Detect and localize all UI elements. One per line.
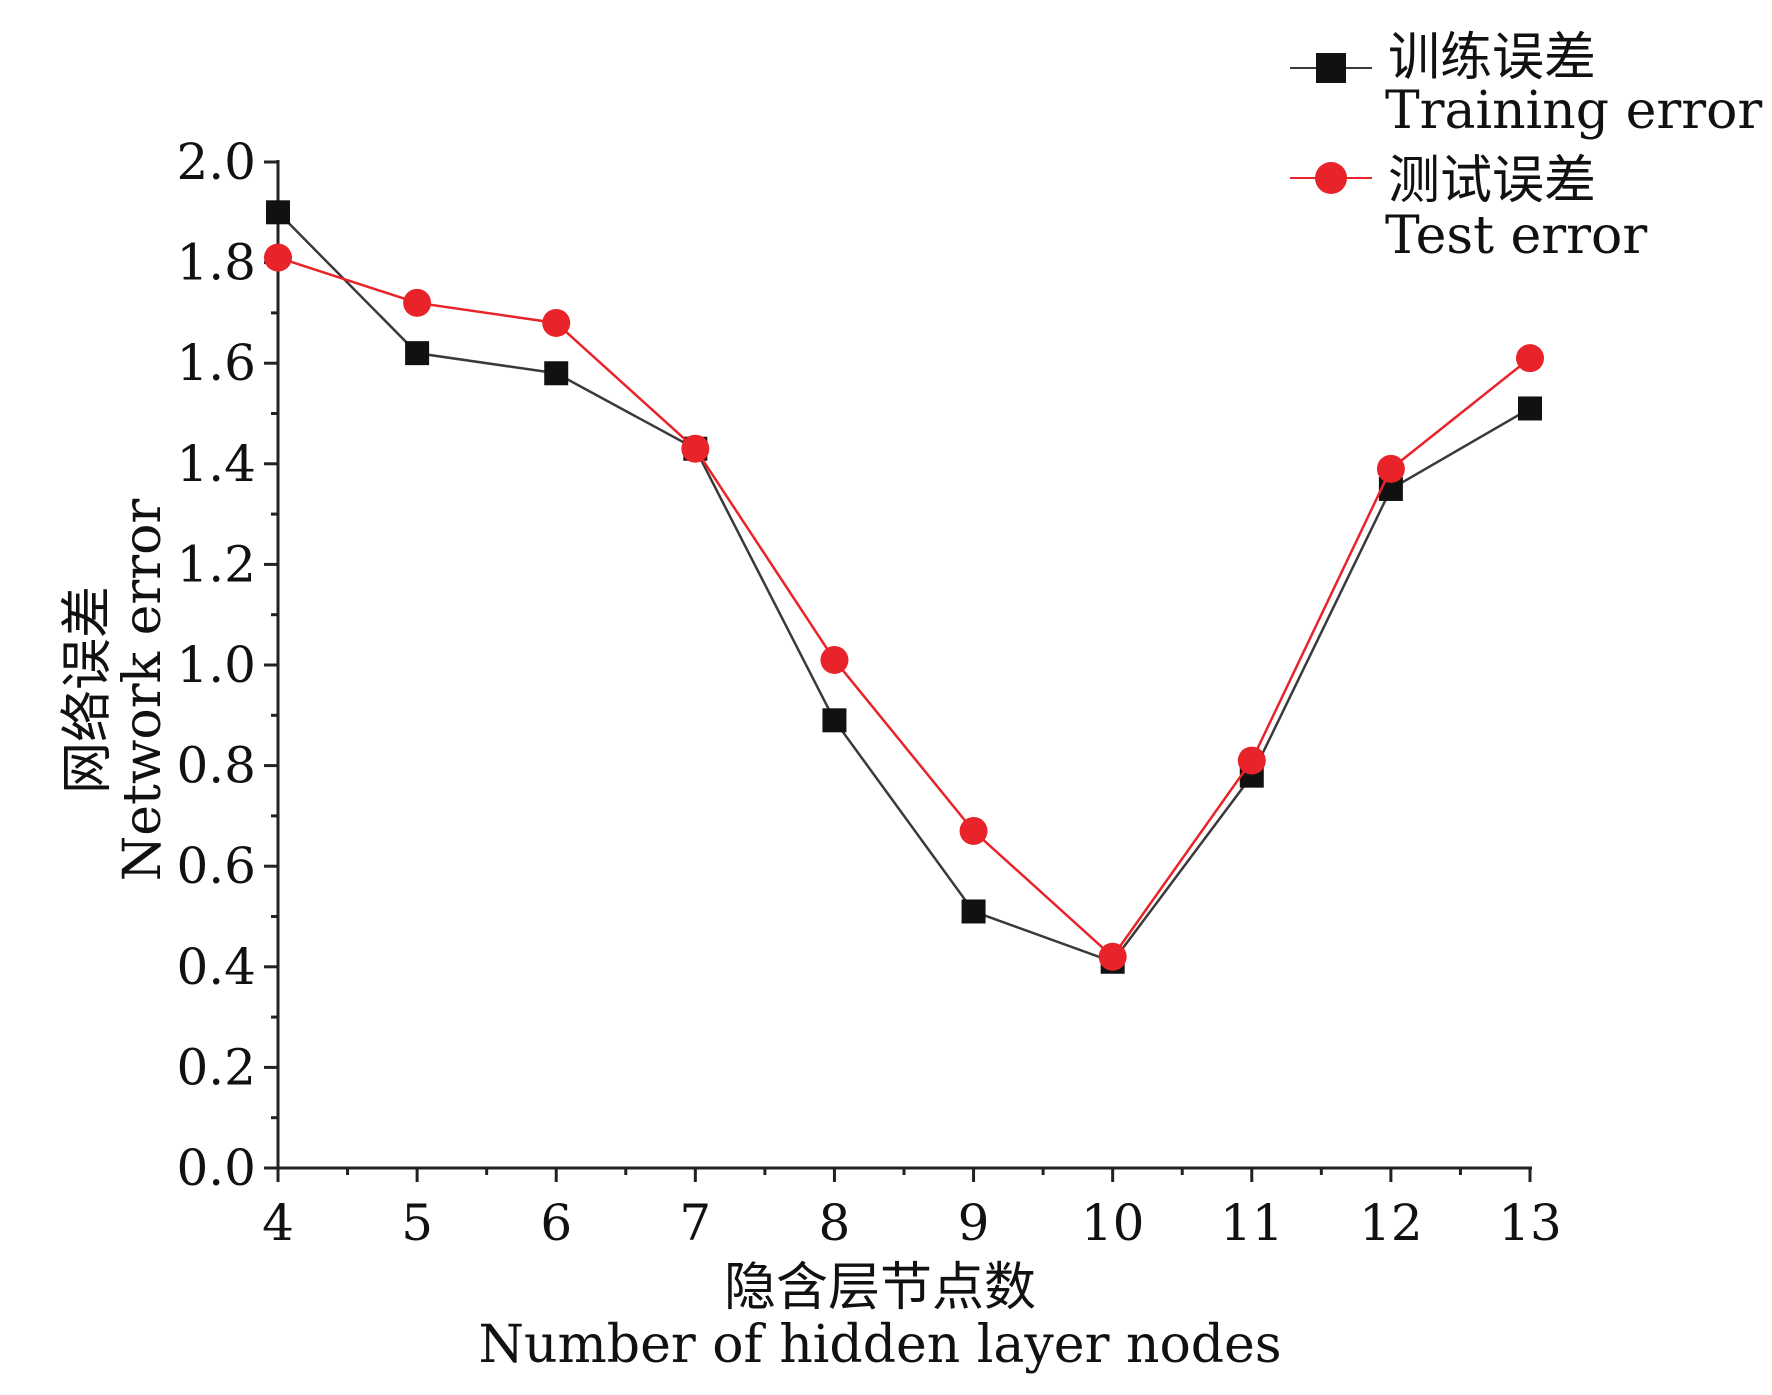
legend-marker-test [1315, 162, 1347, 194]
y-tick-label: 0.0 [176, 1139, 256, 1197]
data-point [1376, 454, 1405, 483]
y-tick-label: 1.8 [176, 234, 256, 292]
y-tick-label: 2.0 [176, 133, 256, 191]
x-tick-label: 7 [679, 1194, 711, 1252]
x-tick-label: 12 [1359, 1194, 1423, 1252]
legend-marker-training [1316, 53, 1346, 83]
data-point [1516, 344, 1544, 373]
x-tick-label: 9 [958, 1194, 990, 1252]
data-point [544, 361, 569, 386]
y-tick-label: 1.6 [176, 334, 256, 392]
legend-label-training-en: Training error [1385, 81, 1762, 141]
data-point [264, 243, 292, 272]
series-0 [266, 200, 1542, 974]
legend-label-test-zh: 测试误差 [1388, 151, 1596, 211]
data-point [542, 308, 571, 337]
x-axis-title-en: Number of hidden layer nodes [478, 1315, 1281, 1375]
y-tick-label: 0.4 [176, 938, 256, 996]
y-axis-title-zh: 网络误差 [58, 586, 118, 794]
data-point [1518, 396, 1542, 421]
data-point [1098, 942, 1127, 971]
x-tick-label: 8 [819, 1194, 851, 1252]
series-layer [264, 200, 1544, 974]
data-point [961, 899, 986, 924]
x-axis-title-zh: 隐含层节点数 [724, 1258, 1036, 1318]
x-tick-label: 11 [1220, 1194, 1284, 1252]
data-point [681, 434, 710, 463]
series-line [277, 211, 1531, 964]
y-tick-label: 0.6 [176, 837, 256, 895]
data-point [1237, 746, 1266, 775]
y-tick-label: 1.0 [176, 636, 256, 694]
data-point [820, 645, 849, 674]
y-tick-label: 1.2 [176, 535, 256, 593]
legend-label-test-en: Test error [1385, 206, 1647, 266]
y-tick-label: 0.8 [176, 737, 256, 795]
ticks: 0.0 0.2 0.4 0.6 0.8 1.0 1.2 1.4 1.6 1.8 2.0 4 5 6 7 8 9 1… [176, 133, 1561, 1252]
x-tick-label: 4 [262, 1194, 294, 1252]
x-tick-label: 13 [1498, 1194, 1562, 1252]
legend: 训练误差 Training error 测试误差 Test error [1290, 28, 1762, 266]
data-point [266, 200, 290, 225]
legend-label-training-zh: 训练误差 [1388, 28, 1596, 88]
data-point [405, 341, 430, 366]
data-point [959, 816, 988, 845]
series-line [277, 256, 1531, 959]
y-tick-label: 1.4 [176, 435, 256, 493]
series-1 [264, 243, 1544, 971]
axes [276, 160, 1532, 1170]
data-point [822, 708, 847, 733]
x-tick-label: 5 [401, 1194, 433, 1252]
y-tick-label: 0.2 [176, 1038, 256, 1096]
data-point [403, 288, 432, 317]
x-tick-label: 10 [1081, 1194, 1145, 1252]
y-axis-title-en: Network error [113, 499, 173, 882]
x-tick-label: 6 [540, 1194, 572, 1252]
